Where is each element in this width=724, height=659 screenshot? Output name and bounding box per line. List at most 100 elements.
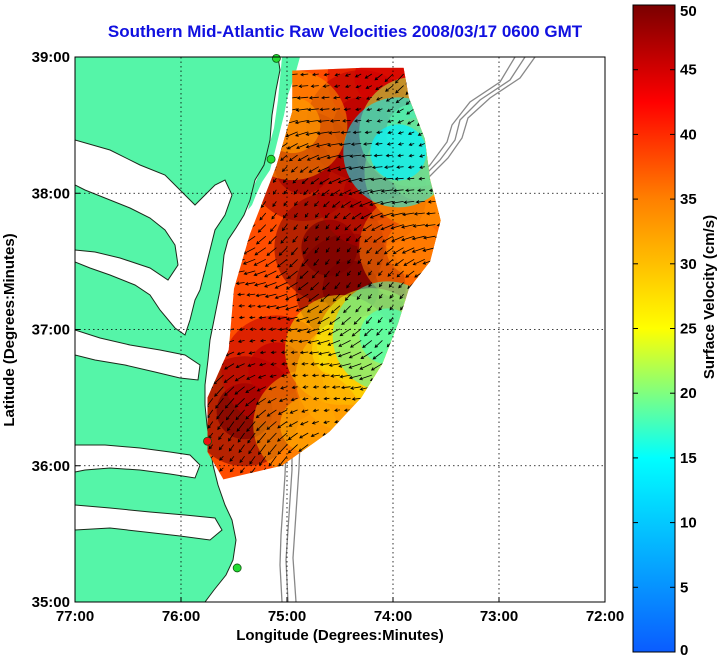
velocity-arrow	[275, 270, 288, 279]
velocity-arrow	[331, 385, 341, 389]
velocity-arrow	[383, 247, 394, 255]
coastline	[75, 57, 281, 602]
velocity-arrow	[415, 200, 425, 204]
x-tick-label: 75:00	[268, 608, 306, 625]
velocity-arrow	[270, 362, 277, 366]
velocity-arrow	[397, 142, 404, 146]
velocity-arrow	[389, 305, 394, 311]
velocity-arrow	[249, 455, 256, 465]
velocity-arrow	[371, 165, 383, 170]
velocity-arrow	[238, 444, 245, 454]
velocity-arrow	[255, 293, 266, 298]
velocity-arrow	[296, 96, 309, 100]
velocity-arrow	[349, 154, 362, 158]
velocity-arrow	[334, 408, 341, 412]
velocity-arrow	[359, 201, 372, 207]
chesapeake-bay	[75, 140, 232, 335]
velocity-arrow	[304, 201, 309, 207]
velocity-arrow	[290, 247, 298, 256]
velocity-arrow	[266, 247, 277, 256]
velocity-arrow	[270, 350, 277, 355]
velocity-arrow	[327, 166, 341, 172]
velocity-arrow	[244, 282, 256, 286]
velocity-arrow	[207, 421, 214, 429]
velocity-arrow	[367, 305, 373, 312]
velocity-arrow	[214, 386, 224, 397]
velocity-arrow	[331, 201, 341, 208]
velocity-arrow	[245, 397, 256, 407]
velocity-arrow	[359, 374, 372, 381]
velocity-arrow	[207, 398, 214, 409]
velocity-arrow	[340, 201, 351, 208]
velocity-arrow	[305, 131, 319, 136]
velocity-arrow	[283, 212, 288, 219]
velocity-arrow	[310, 362, 319, 366]
velocity-arrow	[298, 84, 309, 88]
velocity-arrow	[306, 154, 319, 161]
velocity-arrow	[304, 235, 309, 242]
velocity-arrow	[396, 108, 404, 113]
velocity-arrow	[407, 120, 415, 125]
velocity-arrow	[389, 316, 394, 323]
velocity-arrow	[278, 455, 288, 467]
velocity-arrow	[257, 224, 267, 233]
velocity-arrow	[307, 107, 319, 112]
velocity-arrow	[319, 362, 330, 367]
velocity-arrow	[312, 385, 319, 389]
colorbar-tick-label: 45	[680, 62, 697, 79]
velocity-arrow	[297, 282, 309, 291]
velocity-arrow	[347, 259, 351, 265]
velocity-arrow	[207, 409, 214, 419]
velocity-arrow	[331, 107, 341, 112]
velocity-arrow	[365, 119, 372, 123]
velocity-arrow	[335, 270, 341, 277]
velocity-arrow	[288, 154, 298, 162]
velocity-arrow	[320, 293, 330, 303]
velocity-arrow	[259, 350, 266, 355]
velocity-arrow	[388, 282, 394, 288]
velocity-arrow	[346, 270, 351, 277]
velocity-arrow	[323, 72, 330, 77]
velocity-arrow	[382, 177, 394, 181]
velocity-arrow	[348, 363, 362, 369]
velocity-arrow	[294, 201, 298, 207]
velocity-arrow	[346, 282, 351, 289]
velocity-arrow	[311, 72, 319, 77]
velocity-arrow	[248, 351, 256, 355]
velocity-arrow	[311, 373, 319, 378]
velocity-arrow	[361, 153, 372, 158]
velocity-arrow	[280, 373, 288, 378]
velocity-arrow	[287, 432, 298, 441]
velocity-arrow	[234, 398, 245, 408]
velocity-arrow	[399, 293, 404, 300]
velocity-arrow	[397, 153, 404, 158]
velocity-arrow	[385, 153, 394, 158]
velocity-arrow	[350, 142, 362, 146]
velocity-arrow	[395, 85, 404, 94]
velocity-arrow	[322, 385, 330, 389]
velocity-arrow	[378, 270, 383, 277]
velocity-arrow	[418, 176, 425, 181]
velocity-arrow	[380, 189, 394, 193]
velocity-arrow	[295, 316, 309, 322]
colorbar-tick-label: 25	[680, 321, 697, 338]
velocity-arrow	[384, 73, 394, 83]
grid-lines	[75, 57, 605, 602]
velocity-arrow	[280, 350, 288, 355]
velocity-arrow	[336, 235, 341, 242]
velocity-arrow	[258, 444, 267, 456]
velocity-arrow	[297, 154, 309, 162]
velocity-arrow	[316, 340, 330, 345]
velocity-arrow	[417, 188, 425, 193]
y-tick-label: 36:00	[32, 458, 70, 475]
velocity-arrow	[355, 84, 362, 89]
velocity-arrow	[282, 178, 288, 184]
velocity-arrow	[344, 224, 351, 231]
velocity-arrow	[317, 166, 330, 173]
velocity-arrow	[289, 339, 298, 343]
velocity-arrow	[397, 120, 404, 124]
velocity-arrow	[267, 316, 277, 320]
velocity-arrow	[315, 235, 320, 242]
velocity-arrow	[369, 189, 383, 194]
velocity-arrow	[235, 281, 245, 286]
